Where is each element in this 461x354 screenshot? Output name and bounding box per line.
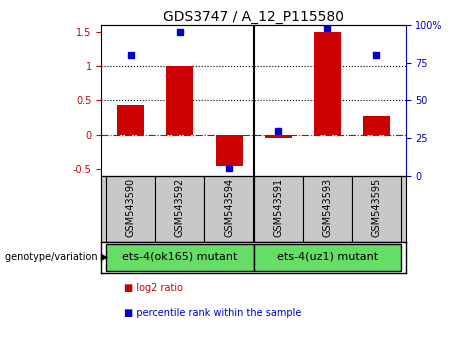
Title: GDS3747 / A_12_P115580: GDS3747 / A_12_P115580: [163, 10, 344, 24]
Text: GSM543591: GSM543591: [273, 178, 283, 237]
Text: GSM543592: GSM543592: [175, 178, 185, 237]
Bar: [106, 244, 254, 271]
Text: GSM543595: GSM543595: [371, 178, 381, 237]
Bar: [118, 105, 144, 135]
Bar: [254, 244, 401, 271]
Bar: [302, 176, 352, 242]
Bar: [265, 135, 292, 138]
Text: ■ percentile rank within the sample: ■ percentile rank within the sample: [124, 308, 302, 318]
Text: genotype/variation ▶: genotype/variation ▶: [5, 252, 108, 262]
Text: GSM543590: GSM543590: [126, 178, 136, 237]
Bar: [155, 176, 205, 242]
Bar: [352, 176, 401, 242]
Bar: [363, 116, 390, 135]
Bar: [313, 32, 341, 135]
Bar: [216, 135, 242, 166]
Text: ets-4(ok165) mutant: ets-4(ok165) mutant: [122, 252, 237, 262]
Text: ■ log2 ratio: ■ log2 ratio: [124, 283, 183, 293]
Bar: [205, 176, 254, 242]
Text: ets-4(uz1) mutant: ets-4(uz1) mutant: [277, 252, 378, 262]
Bar: [254, 176, 302, 242]
Text: GSM543593: GSM543593: [322, 178, 332, 237]
Bar: [166, 66, 194, 135]
Text: GSM543594: GSM543594: [224, 178, 234, 237]
Bar: [106, 176, 155, 242]
